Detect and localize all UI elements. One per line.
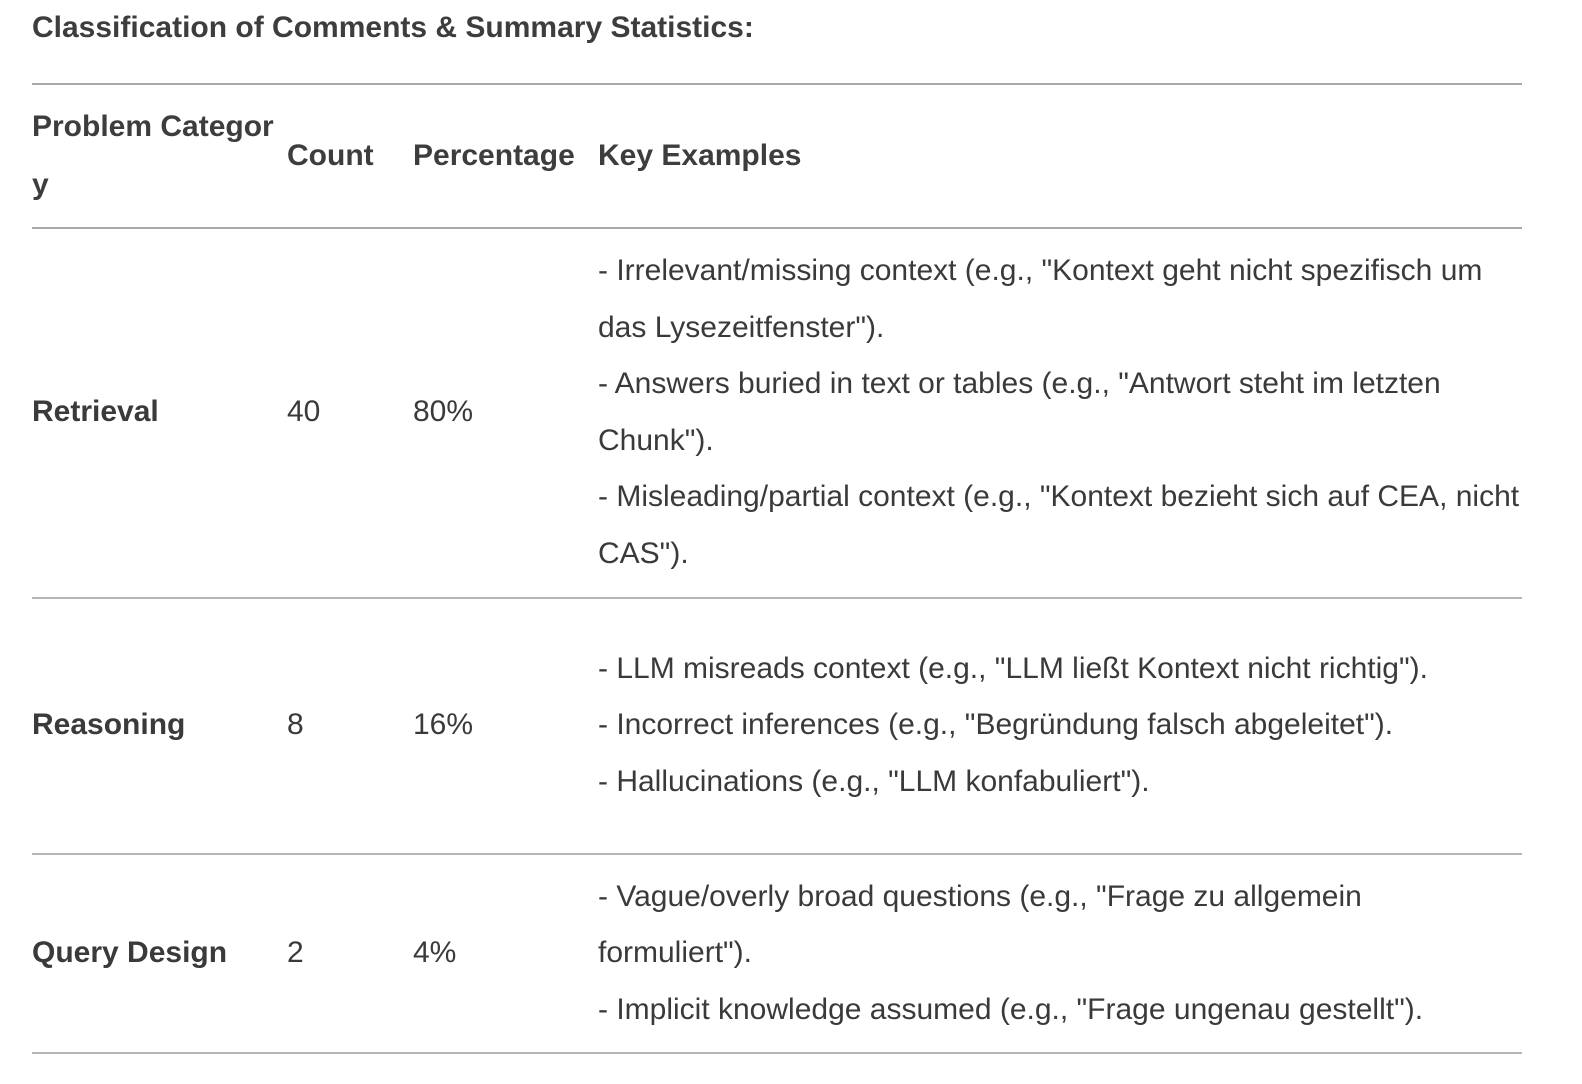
examples-cell: - Vague/overly broad questions (e.g., "F… xyxy=(598,854,1522,1054)
example-item: - Implicit knowledge assumed (e.g., "Fra… xyxy=(598,992,1424,1026)
header-key-examples: Key Examples xyxy=(598,139,802,172)
example-item: - Misleading/partial context (e.g., "Kon… xyxy=(598,480,1520,570)
table-row: Reasoning 8 16% - LLM misreads context (… xyxy=(32,598,1522,854)
percentage-cell: 80% xyxy=(413,395,474,429)
summary-table: Problem Category Count Percentage Key Ex… xyxy=(32,83,1522,1054)
example-item: - Incorrect inferences (e.g., "Begründun… xyxy=(598,708,1394,742)
table-row: Retrieval 40 80% - Irrelevant/missing co… xyxy=(32,228,1522,598)
examples-cell: - LLM misreads context (e.g., "LLM ließt… xyxy=(598,598,1522,854)
example-item: - Irrelevant/missing context (e.g., "Kon… xyxy=(598,254,1483,344)
header-problem-category: Problem Category xyxy=(32,110,274,201)
percentage-cell: 4% xyxy=(413,936,457,970)
count-cell: 40 xyxy=(287,395,321,429)
category-cell: Reasoning xyxy=(32,708,186,742)
count-cell: 2 xyxy=(287,936,304,970)
examples-cell: - Irrelevant/missing context (e.g., "Kon… xyxy=(598,228,1522,598)
example-item: - LLM misreads context (e.g., "LLM ließt… xyxy=(598,651,1428,685)
table-row: Query Design 2 4% - Vague/overly broad q… xyxy=(32,854,1522,1054)
example-item: - Answers buried in text or tables (e.g.… xyxy=(598,367,1441,457)
category-cell: Query Design xyxy=(32,936,228,970)
header-percentage: Percentage xyxy=(413,139,575,172)
header-count: Count xyxy=(287,139,374,172)
count-cell: 8 xyxy=(287,708,304,742)
table-header-row: Problem Category Count Percentage Key Ex… xyxy=(32,84,1522,228)
page-title: Classification of Comments & Summary Sta… xyxy=(32,11,754,44)
example-item: - Hallucinations (e.g., "LLM konfabulier… xyxy=(598,764,1150,798)
percentage-cell: 16% xyxy=(413,708,474,742)
example-item: - Vague/overly broad questions (e.g., "F… xyxy=(598,879,1362,970)
category-cell: Retrieval xyxy=(32,395,159,429)
